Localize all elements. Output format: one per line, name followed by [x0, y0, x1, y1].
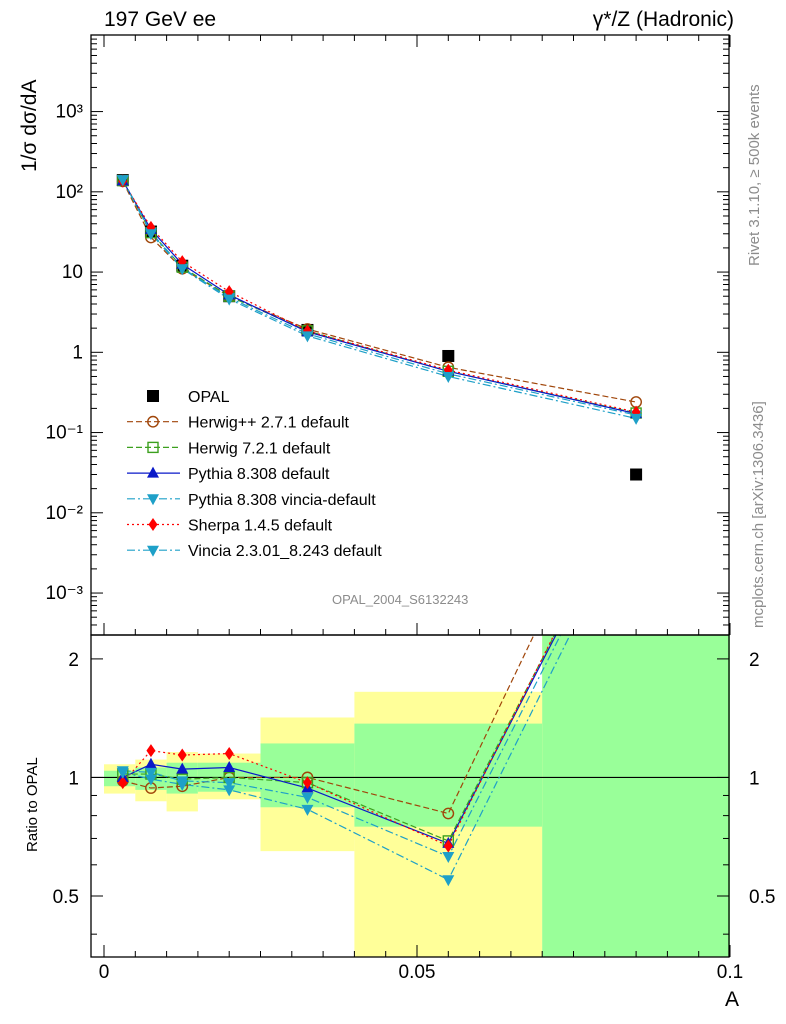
ratio-plot-frame — [90, 634, 730, 958]
main-y-tick-label: 10⁻² — [46, 503, 84, 524]
legend-marker — [147, 494, 159, 506]
energy-label: 197 GeV ee — [104, 8, 217, 31]
ratio-point — [177, 748, 187, 762]
rivet-version-label: Rivet 3.1.10, ≥ 500k events — [746, 84, 763, 266]
ratio-point — [223, 760, 236, 772]
ratio-point — [630, 481, 642, 492]
ratio-point — [176, 762, 189, 774]
main-y-tick-label: 10⁻³ — [46, 583, 84, 604]
ratio-series-line — [122, 635, 535, 815]
main-data-point — [223, 294, 236, 306]
ratio-y-tick-label: 1 — [68, 768, 79, 789]
ratio-point — [176, 779, 189, 791]
ratio-point — [144, 767, 157, 779]
ratio-point — [630, 498, 642, 509]
main-data-point — [442, 349, 455, 362]
main-y-axis-label: 1/σ dσ/dA — [18, 79, 41, 172]
main-series-lines — [122, 179, 637, 420]
main-data-point — [144, 229, 157, 241]
main-y-tick-label: 1 — [72, 342, 83, 363]
ratio-band-green — [542, 635, 730, 957]
mcplots-label: mcplots.cern.ch [arXiv:1306.3436] — [750, 401, 767, 628]
legend-label: Herwig 7.2.1 default — [188, 440, 331, 457]
ratio-point — [116, 767, 129, 779]
main-series-line — [122, 179, 637, 416]
main-y-tick-label: 10 — [62, 262, 83, 283]
legend-label: Vincia 2.3.01_8.243 default — [188, 543, 382, 560]
x-tick-label: 0.1 — [717, 962, 743, 983]
x-axis-label: A — [725, 988, 740, 1011]
axis-ticks — [91, 34, 731, 957]
ratio-y-axis-label: Ratio to OPAL — [24, 757, 41, 852]
main-series-line — [122, 180, 637, 414]
main-y-tick-label: 10³ — [56, 102, 83, 123]
ratio-y-tick-label: 2 — [68, 650, 79, 671]
ratio-point — [144, 774, 157, 786]
main-series-line — [122, 179, 637, 420]
ratio-point — [442, 851, 455, 863]
main-series-line — [122, 180, 637, 415]
main-data-point — [442, 371, 455, 383]
legend-marker — [147, 441, 159, 454]
x-tick-label: 0.05 — [399, 962, 436, 983]
legend-marker — [148, 518, 158, 531]
analysis-id-label: OPAL_2004_S6132243 — [332, 592, 469, 607]
axis-tick-labels: 10⁻³ 10⁻² 10⁻¹ 1 10 10² 10³ 0.5 0.5 1 1 2 2 0 0.05 0.1 — [46, 102, 776, 983]
main-data-point — [630, 413, 643, 425]
legend-label: Pythia 8.308 vincia-default — [188, 492, 376, 509]
ratio-point — [301, 804, 314, 816]
ratio-point — [223, 778, 236, 790]
ratio-series-markers — [116, 481, 642, 887]
ratio-point — [223, 785, 236, 797]
ratio-point — [224, 747, 234, 761]
main-data-point — [301, 331, 314, 343]
ratio-point — [146, 744, 156, 758]
ratio-y-tick-label-right: 2 — [749, 650, 760, 671]
legend-label: Pythia 8.308 default — [188, 466, 330, 483]
ratio-point — [301, 792, 314, 804]
ratio-point — [144, 757, 157, 769]
ratio-y-tick-label-right: 1 — [749, 768, 760, 789]
ratio-uncertainty-bands — [91, 635, 730, 957]
ratio-band-green — [354, 723, 543, 827]
ratio-point — [442, 807, 455, 820]
legend-marker — [147, 545, 159, 557]
legend-marker — [147, 415, 159, 428]
main-y-tick-label: 10² — [56, 182, 83, 203]
main-data-point — [176, 264, 189, 276]
ratio-point — [302, 776, 312, 790]
legend-label: OPAL — [188, 389, 230, 406]
legend-marker — [147, 390, 159, 402]
axes-frame — [90, 34, 730, 958]
x-tick-label: 0 — [99, 962, 110, 983]
ratio-point — [442, 875, 455, 887]
main-data-point — [630, 468, 643, 481]
ratio-y-tick-label-right: 0.5 — [749, 887, 775, 908]
main-data-point — [116, 175, 129, 187]
main-y-tick-label: 10⁻¹ — [46, 423, 84, 444]
legend: OPAL Herwig++ 2.7.1 default Herwig 7.2.1 d… — [127, 389, 382, 560]
legend-label: Sherpa 1.4.5 default — [188, 518, 333, 535]
main-series-line — [122, 180, 637, 413]
ratio-point — [443, 839, 453, 853]
process-label: γ*/Z (Hadronic) — [592, 8, 734, 31]
legend-label: Herwig++ 2.7.1 default — [188, 415, 350, 432]
legend-marker — [147, 466, 159, 478]
main-series-markers — [116, 174, 643, 481]
main-series-line — [122, 181, 637, 403]
ratio-y-tick-label: 0.5 — [53, 887, 79, 908]
ratio-point — [118, 776, 128, 790]
main-plot-frame — [90, 34, 730, 636]
